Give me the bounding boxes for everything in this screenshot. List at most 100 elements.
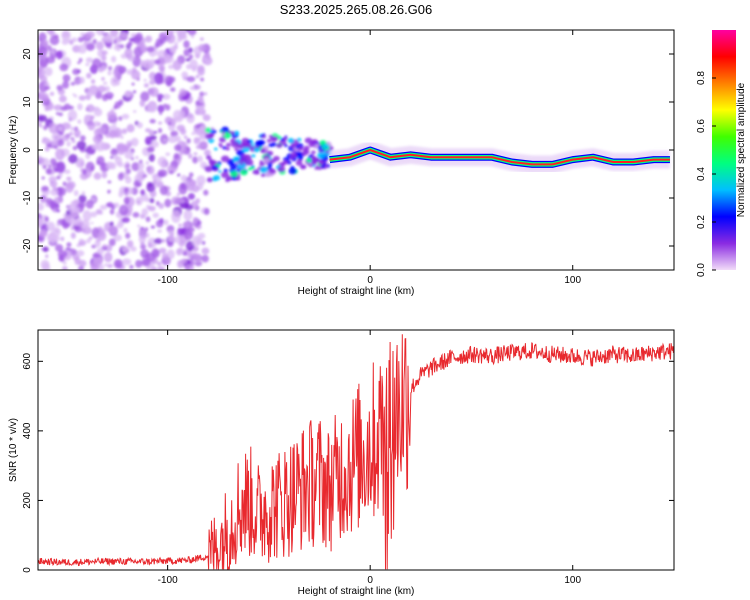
noise-blob [144,136,153,146]
noise-blob [157,104,165,113]
noise-blob [87,121,96,131]
noise-blob [159,111,163,116]
noise-blob [45,198,53,205]
noise-blob [132,110,137,113]
chart-title: S233.2025.265.08.26.G06 [280,2,433,17]
noise-blob [107,70,112,76]
noise-blob [107,110,117,119]
y-tick-label: -20 [22,238,33,253]
noise-blob [73,190,79,197]
noise-blob [131,137,139,147]
noise-blob [78,194,87,203]
noise-blob [58,95,67,103]
noise-blob [197,95,204,101]
noise-blob [201,254,209,263]
noise-blob [86,238,91,244]
noise-blob [42,246,49,253]
noise-blob [61,122,71,130]
noise-blob [198,44,206,52]
noise-blob [107,189,111,194]
noise-blob [68,153,78,164]
noise-blob [70,137,75,141]
noise-blob [201,240,206,245]
noise-blob [62,266,68,270]
y-tick-label: 0 [22,147,33,153]
colorbar-ticks: 0.0 0.2 0.4 0.6 0.8 [696,71,716,277]
noise-blob [124,150,134,160]
noise-blob [85,31,95,39]
noise-blob [170,87,176,92]
noise-blob [127,41,133,47]
noise-blob [76,243,81,248]
noise-blob [180,174,188,182]
noise-blob [180,198,185,204]
noise-blob [92,38,97,45]
noise-blob [177,173,181,177]
y-tick-label: 400 [22,422,33,439]
noise-blob [58,112,63,117]
noise-blob [174,41,178,47]
noise-blob [140,226,145,231]
noise-blob [90,166,95,171]
noise-blob [56,209,61,213]
noise-blob [188,252,194,258]
noise-blob [101,50,108,56]
noise-blob [192,217,198,224]
noise-blob [199,132,208,141]
spectrogram-x-axis-label: Height of straight line (km) [298,286,415,297]
signal-blob [322,143,330,149]
noise-blob [123,227,128,233]
noise-blob [44,107,49,112]
signal-blob [313,158,318,162]
noise-blob [85,57,94,63]
noise-blob [38,202,45,211]
noise-blob [72,93,76,96]
noise-blob [178,223,183,228]
noise-blob [124,176,132,184]
noise-blob [104,263,108,267]
noise-blob [38,217,41,222]
noise-blob [158,127,163,134]
noise-blob [56,175,61,180]
noise-blob [94,239,101,248]
noise-blob [119,44,125,49]
noise-blob [53,104,63,111]
signal-blob [257,139,266,146]
noise-blob [156,49,167,59]
noise-blob [159,65,166,71]
signal-blob [298,146,304,151]
signal-blob [323,162,327,166]
noise-blob [146,146,155,153]
signal-blob [311,150,316,155]
noise-blob [100,65,107,71]
signal-blob [303,145,310,151]
noise-blob [132,90,137,94]
x-tick-label: -100 [158,575,178,586]
noise-blob [66,181,76,189]
noise-blob [113,40,117,45]
noise-blob [39,125,43,128]
noise-blob [167,135,178,144]
noise-blob [95,30,105,36]
noise-blob [38,229,47,238]
noise-blob [108,238,116,247]
signal-blob [304,137,313,144]
noise-blob [38,66,43,73]
noise-blob [62,80,70,89]
noise-blob [117,47,121,52]
noise-blob [43,125,48,131]
noise-blob [176,37,182,43]
colorbar-tick-label: 0.8 [696,71,707,85]
noise-blob [203,57,208,62]
noise-blob [61,30,71,41]
noise-blob [164,104,171,111]
noise-blob [91,244,97,249]
noise-blob [158,121,163,125]
noise-blob [164,54,174,64]
noise-blob [176,192,181,196]
noise-blob [68,105,74,110]
noise-blob [140,189,146,196]
noise-blob [140,59,147,68]
signal-blob [277,166,286,173]
signal-blob [209,130,213,133]
